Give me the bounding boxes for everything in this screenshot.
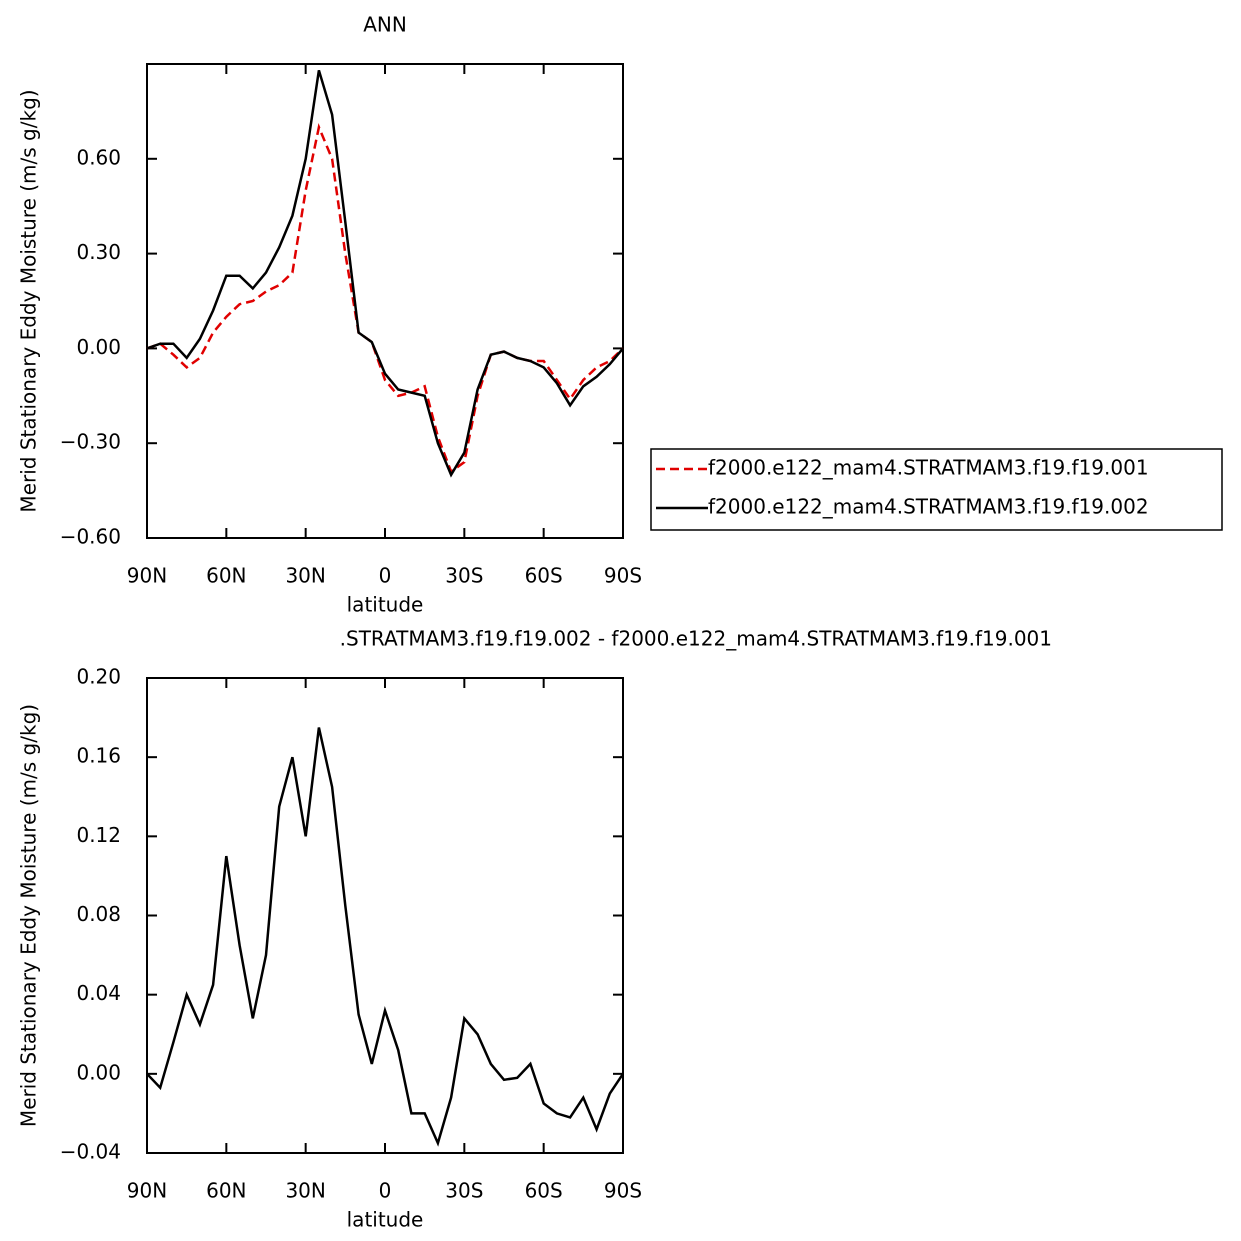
x-tick-label: 60S (525, 564, 563, 588)
x-tick-label: 60S (525, 1179, 563, 1203)
y-tick-label: 0.30 (76, 240, 121, 264)
x-axis-label: latitude (347, 1208, 424, 1232)
x-tick-label: 90S (604, 564, 642, 588)
chart-title: .STRATMAM3.f19.f19.002 - f2000.e122_mam4… (340, 627, 1052, 651)
data-line (146, 122, 624, 474)
y-tick-label: 0.12 (76, 823, 121, 847)
y-tick-label: 0.20 (76, 665, 121, 689)
y-tick-label: −0.30 (60, 430, 121, 454)
y-tick-label: 0.00 (76, 335, 121, 359)
legend-label: f2000.e122_mam4.STRATMAM3.f19.f19.001 (708, 456, 1149, 480)
plot-frame (146, 677, 624, 1154)
x-tick-label: 60N (206, 1179, 246, 1203)
legend-label: f2000.e122_mam4.STRATMAM3.f19.f19.002 (708, 495, 1149, 519)
chart-title: ANN (363, 13, 407, 37)
x-tick-label: 90N (127, 564, 167, 588)
data-line (146, 69, 624, 478)
x-tick-label: 0 (379, 1179, 392, 1203)
y-tick-label: 0.08 (76, 902, 121, 926)
y-tick-label: 0.60 (76, 145, 121, 169)
x-tick-label: 90S (604, 1179, 642, 1203)
y-tick-label: −0.04 (60, 1140, 121, 1164)
x-tick-label: 30N (285, 1179, 325, 1203)
x-tick-label: 60N (206, 564, 246, 588)
x-tick-label: 30S (445, 1179, 483, 1203)
y-tick-label: 0.04 (76, 981, 121, 1005)
y-axis-label: Merid Stationary Eddy Moisture (m/s g/kg… (17, 89, 41, 512)
x-tick-label: 0 (379, 564, 392, 588)
legend-box (650, 448, 1223, 531)
y-axis-label: Merid Stationary Eddy Moisture (m/s g/kg… (17, 704, 41, 1127)
y-tick-label: 0.16 (76, 744, 121, 768)
y-tick-label: 0.00 (76, 1060, 121, 1084)
x-tick-label: 30S (445, 564, 483, 588)
data-line (146, 727, 625, 1147)
y-tick-label: −0.60 (60, 525, 121, 549)
x-tick-label: 90N (127, 1179, 167, 1203)
x-tick-label: 30N (285, 564, 325, 588)
plot-frame (146, 63, 624, 539)
x-axis-label: latitude (347, 593, 424, 617)
